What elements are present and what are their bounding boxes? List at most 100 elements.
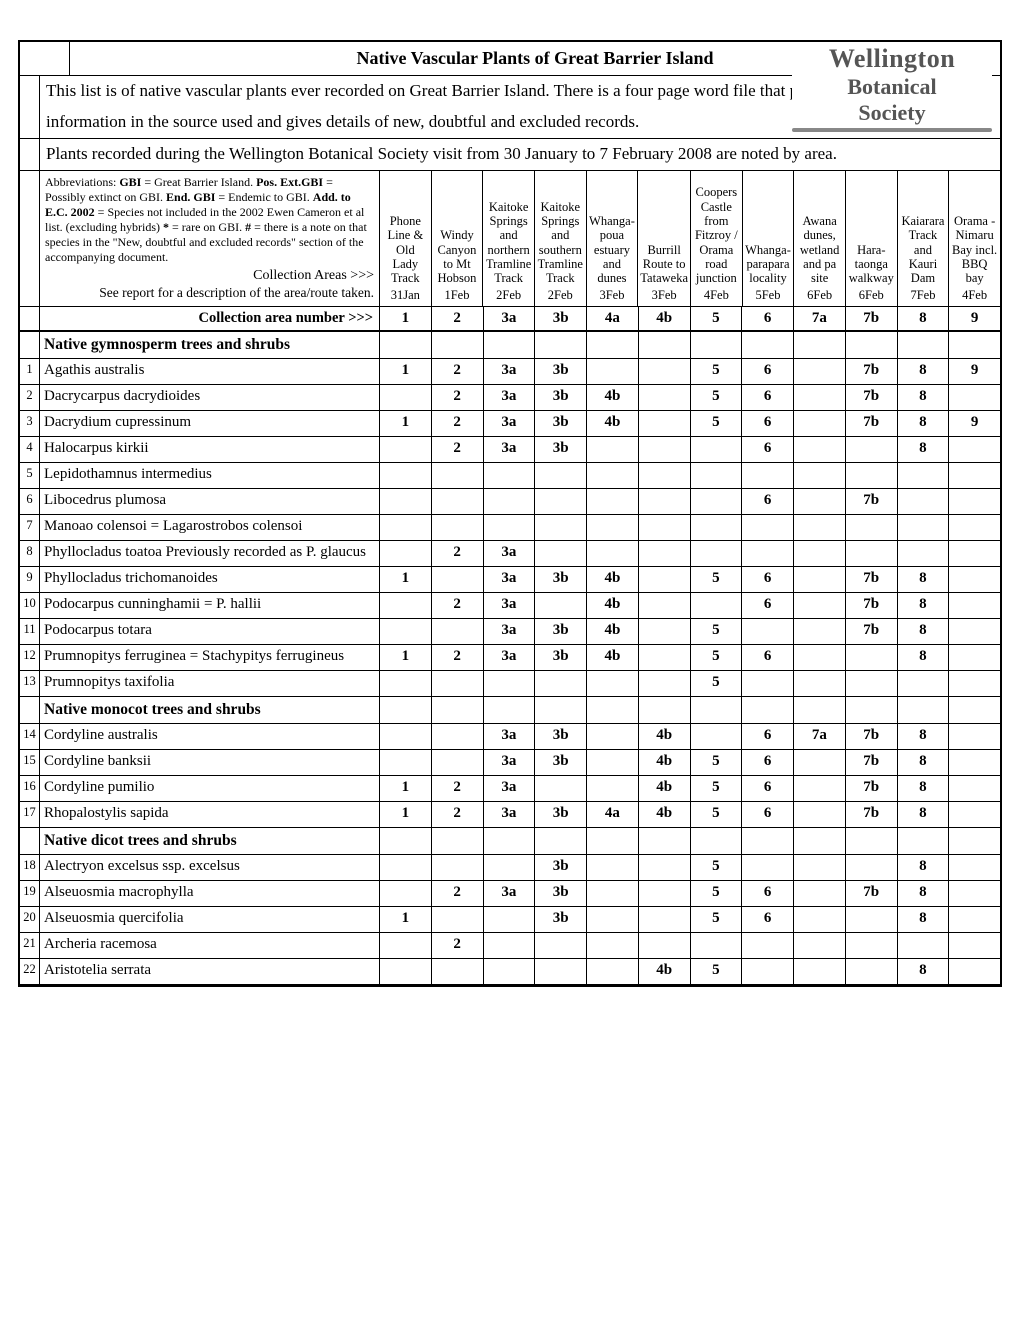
data-cell — [535, 489, 587, 514]
data-cell: 3b — [535, 359, 587, 384]
data-cell — [380, 385, 432, 410]
section-empty-col — [846, 697, 898, 723]
area-num-columns: 123a3b4a4b567a7b89 — [380, 307, 1000, 330]
data-cell: 3b — [535, 645, 587, 670]
data-cell: 6 — [742, 907, 794, 932]
intro-gutter — [20, 107, 40, 138]
data-cell: 6 — [742, 881, 794, 906]
row-cols: 3b58 — [380, 855, 1000, 880]
data-cell: 3b — [535, 567, 587, 592]
data-cell — [742, 933, 794, 958]
section-gutter — [20, 332, 40, 358]
data-cell: 2 — [432, 411, 484, 436]
table-row: 2Dacrycarpus dacrydioides23a3b4b567b8 — [20, 385, 1000, 411]
header-col: Hara-taonga walkway6Feb — [846, 171, 898, 306]
table-row: 14Cordyline australis3a3b4b67a7b8 — [20, 724, 1000, 750]
row-cols: 3a3b4b567b8 — [380, 750, 1000, 775]
data-cell — [949, 776, 1000, 801]
data-cell — [949, 750, 1000, 775]
data-cell: 2 — [432, 593, 484, 618]
data-cell — [742, 541, 794, 566]
species-name: Prumnopitys ferruginea = Stachypitys fer… — [40, 645, 380, 670]
table-row: 3Dacrydium cupressinum123a3b4b567b89 — [20, 411, 1000, 437]
row-number: 21 — [20, 933, 40, 958]
data-cell — [535, 776, 587, 801]
data-cell: 9 — [949, 411, 1000, 436]
section-empty-col — [484, 332, 536, 358]
header-col-desc: Whanga-poua estuary and dunes — [589, 214, 636, 286]
data-cell — [691, 437, 743, 462]
data-cell — [639, 359, 691, 384]
area-num-col: 1 — [380, 307, 432, 330]
section-header-row: Native monocot trees and shrubs — [20, 697, 1000, 724]
data-cell — [949, 515, 1000, 540]
data-cell — [639, 855, 691, 880]
data-cell — [691, 489, 743, 514]
section-empty-col — [949, 332, 1000, 358]
data-cell — [587, 907, 639, 932]
section-title: Native monocot trees and shrubs — [40, 697, 380, 723]
header-col-date: 4Feb — [951, 288, 998, 302]
data-cell — [794, 619, 846, 644]
row-number: 15 — [20, 750, 40, 775]
table-row: 13Prumnopitys taxifolia5 — [20, 671, 1000, 697]
section-empty-col — [639, 697, 691, 723]
row-number: 9 — [20, 567, 40, 592]
section-empty-col — [484, 828, 536, 854]
data-cell: 8 — [898, 881, 950, 906]
header-col-desc: Burrill Route to Tataweka — [640, 243, 688, 286]
data-cell — [639, 645, 691, 670]
data-cell — [432, 959, 484, 984]
title-row: Native Vascular Plants of Great Barrier … — [20, 42, 1000, 76]
data-cell: 8 — [898, 437, 950, 462]
section-empty-col — [742, 828, 794, 854]
data-cell — [380, 437, 432, 462]
species-name: Alseuosmia macrophylla — [40, 881, 380, 906]
species-name: Phyllocladus toatoa Previously recorded … — [40, 541, 380, 566]
header-col-desc: Kaiarara Track and Kauri Dam — [900, 214, 947, 286]
data-cell — [949, 437, 1000, 462]
data-cell: 5 — [691, 907, 743, 932]
data-cell — [846, 933, 898, 958]
data-cell — [587, 671, 639, 696]
table-row: 8Phyllocladus toatoa Previously recorded… — [20, 541, 1000, 567]
data-cell — [380, 671, 432, 696]
header-col: Windy Canyon to Mt Hobson1Feb — [432, 171, 484, 306]
data-cell: 5 — [691, 750, 743, 775]
data-cell — [949, 671, 1000, 696]
data-cell — [484, 907, 536, 932]
data-cell — [794, 933, 846, 958]
data-cell — [380, 541, 432, 566]
data-cell — [794, 776, 846, 801]
data-cell — [639, 933, 691, 958]
data-cell: 6 — [742, 489, 794, 514]
header-col-desc: Orama - Nimaru Bay incl. BBQ bay — [951, 214, 998, 286]
header-col-date: 4Feb — [693, 288, 740, 302]
data-cell — [691, 541, 743, 566]
header-col-date: 3Feb — [640, 288, 688, 302]
section-empty-col — [432, 828, 484, 854]
data-cell — [794, 907, 846, 932]
table-row: 18Alectryon excelsus ssp. excelsus3b58 — [20, 855, 1000, 881]
data-cell: 8 — [898, 645, 950, 670]
data-cell — [639, 541, 691, 566]
header-col: Whanga-poua estuary and dunes3Feb — [587, 171, 639, 306]
section-empty-col — [484, 697, 536, 723]
data-cell: 7b — [846, 567, 898, 592]
data-cell — [794, 750, 846, 775]
header-col: Awana dunes, wetland and pa site6Feb — [794, 171, 846, 306]
data-cell — [639, 671, 691, 696]
header-columns: Phone Line & Old Lady Track31JanWindy Ca… — [380, 171, 1000, 306]
data-cell: 3a — [484, 437, 536, 462]
data-cell: 7b — [846, 776, 898, 801]
header-col: Whanga-parapara locality5Feb — [743, 171, 795, 306]
data-cell — [535, 959, 587, 984]
data-cell: 8 — [898, 619, 950, 644]
abbreviations-text: Abbreviations: GBI = Great Barrier Islan… — [45, 175, 374, 265]
data-cell: 3b — [535, 437, 587, 462]
row-number: 6 — [20, 489, 40, 514]
data-cell — [484, 671, 536, 696]
data-cell: 7b — [846, 593, 898, 618]
table-row: 21Archeria racemosa2 — [20, 933, 1000, 959]
section-empty-col — [587, 828, 639, 854]
